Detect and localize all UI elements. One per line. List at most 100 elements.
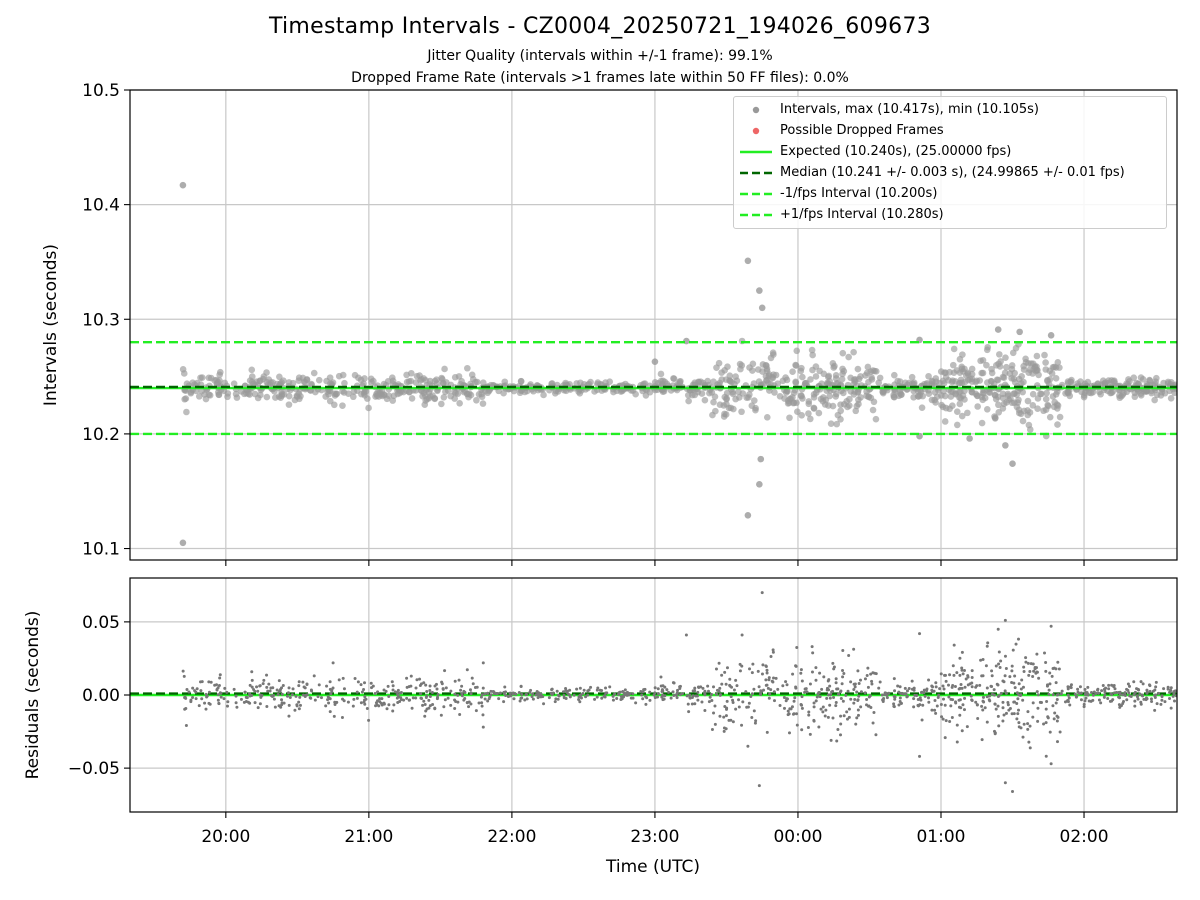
residual-point <box>799 671 803 675</box>
residual-point <box>997 694 1001 698</box>
residual-point <box>892 702 896 706</box>
residual-outlier-point <box>918 632 922 636</box>
interval-outlier-point <box>994 326 1002 333</box>
residual-point <box>392 703 396 707</box>
interval-point <box>919 392 927 400</box>
residual-point <box>981 658 985 662</box>
interval-point <box>355 374 362 382</box>
residual-point <box>840 682 844 686</box>
residual-point <box>1099 701 1103 705</box>
residual-point <box>975 703 979 707</box>
interval-point <box>832 375 840 382</box>
interval-point <box>999 390 1007 398</box>
residual-point <box>714 692 718 696</box>
interval-point <box>964 409 971 417</box>
residual-point <box>948 720 952 724</box>
interval-point <box>838 375 846 383</box>
interval-point <box>602 379 609 386</box>
residual-point <box>938 687 942 691</box>
residual-point <box>640 693 644 697</box>
interval-point <box>853 402 861 410</box>
interval-point <box>405 388 413 396</box>
residual-point <box>686 702 690 706</box>
legend-entry-dropped-frames: Possible Dropped Frames <box>734 122 1166 140</box>
legend-entry-minus-fps: -1/fps Interval (10.200s) <box>734 185 1166 203</box>
residual-point <box>1132 680 1136 684</box>
residual-point <box>564 689 568 693</box>
residual-point <box>203 701 207 705</box>
residual-point <box>1112 684 1116 688</box>
residual-point <box>764 683 768 687</box>
residual-point <box>182 674 186 678</box>
residual-point <box>910 679 914 683</box>
residual-point <box>820 687 824 691</box>
residual-point <box>297 707 301 711</box>
residual-point <box>960 668 964 672</box>
residual-point <box>841 648 845 652</box>
residual-point <box>930 688 934 692</box>
interval-point <box>1125 376 1132 383</box>
residual-point <box>970 698 974 702</box>
residual-point <box>280 698 284 702</box>
residual-point <box>1028 670 1032 674</box>
residual-point <box>853 697 857 701</box>
residual-point <box>659 675 663 679</box>
interval-point <box>230 380 238 387</box>
residual-point <box>340 715 344 719</box>
residual-point <box>1050 674 1054 678</box>
residual-point <box>958 673 962 677</box>
residual-point <box>378 697 382 701</box>
interval-point <box>1049 363 1057 371</box>
interval-point <box>779 377 787 385</box>
interval-point <box>956 394 963 401</box>
residual-point <box>428 689 432 693</box>
residual-point <box>537 693 541 697</box>
residual-point <box>944 719 948 723</box>
residual-point <box>893 695 897 699</box>
interval-point <box>1024 397 1032 405</box>
interval-point <box>992 362 1000 369</box>
residual-point <box>653 686 657 690</box>
interval-point <box>295 377 303 384</box>
residual-point <box>1129 694 1133 698</box>
residual-point <box>265 673 269 677</box>
residual-point <box>535 690 539 694</box>
residual-point <box>1068 703 1072 707</box>
interval-point <box>810 394 818 401</box>
residual-point <box>313 698 317 702</box>
residual-point <box>999 659 1003 663</box>
interval-point <box>807 376 814 383</box>
residual-point <box>1053 711 1057 715</box>
interval-point <box>1151 396 1158 404</box>
interval-point <box>421 392 429 399</box>
residual-point <box>456 700 460 704</box>
residual-point <box>486 699 490 703</box>
residual-point <box>871 671 875 675</box>
residual-point <box>1003 674 1007 678</box>
interval-point <box>339 402 346 409</box>
residual-point <box>870 679 874 683</box>
residual-point <box>913 693 917 697</box>
residual-point <box>1074 695 1078 699</box>
residual-point <box>846 689 850 693</box>
residual-point <box>968 682 972 686</box>
interval-point <box>825 372 833 380</box>
residual-point <box>608 685 612 689</box>
residual-point <box>270 695 274 699</box>
interval-point <box>285 401 293 408</box>
residual-point <box>1067 696 1071 700</box>
x-tick-label: 00:00 <box>773 827 822 847</box>
residual-point <box>355 690 359 694</box>
residual-point <box>757 685 761 689</box>
y-tick-label: 10.4 <box>82 196 120 216</box>
residual-point <box>1136 697 1140 701</box>
legend-dot-gray-icon <box>752 106 760 114</box>
interval-point <box>956 400 964 408</box>
residual-point <box>951 664 955 668</box>
residual-point <box>439 713 443 717</box>
residual-point <box>634 701 638 705</box>
residual-point <box>847 707 851 711</box>
residual-point <box>990 669 994 673</box>
residual-point <box>386 684 390 688</box>
residual-point <box>788 707 792 711</box>
